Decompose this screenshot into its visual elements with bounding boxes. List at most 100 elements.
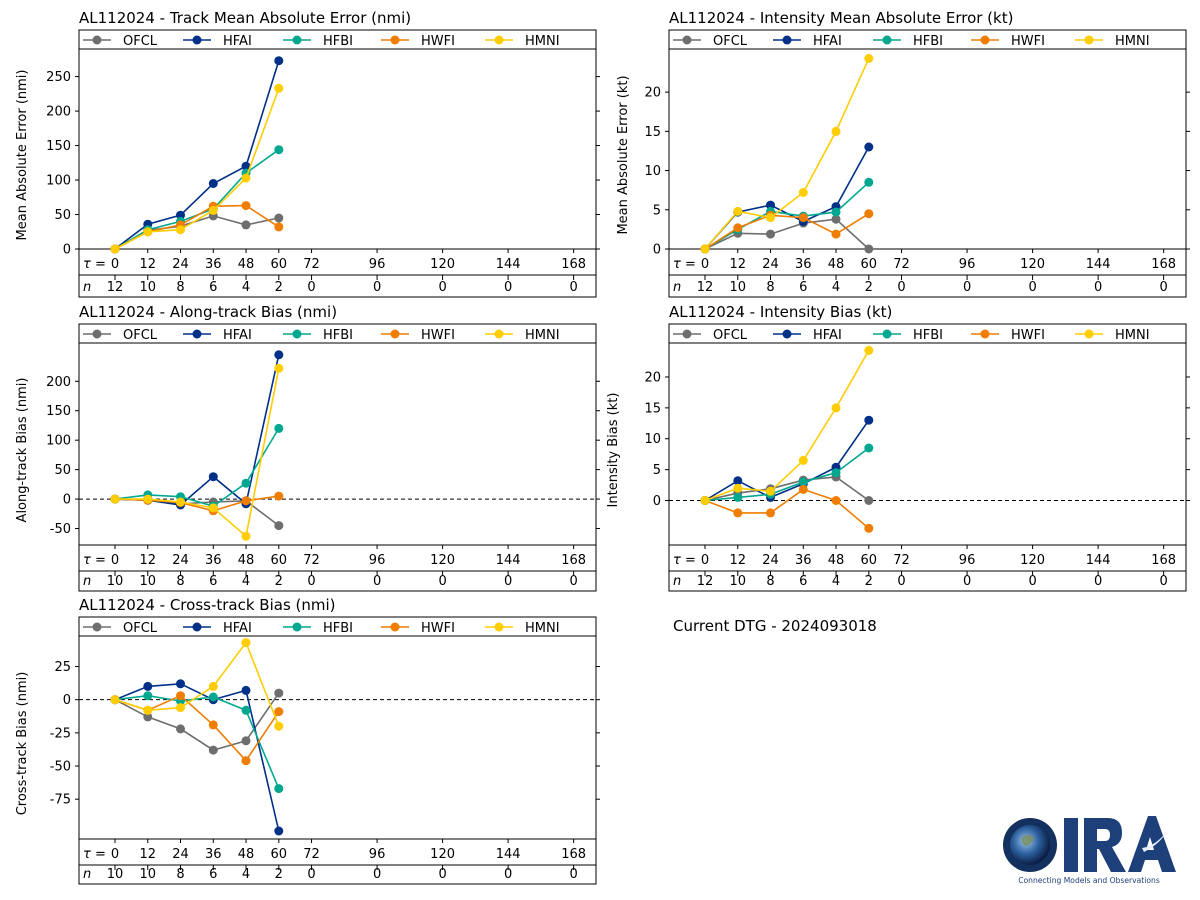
data-point (831, 229, 841, 239)
legend-label: HWFI (421, 328, 455, 343)
legend-swatch-marker (882, 35, 892, 45)
tau-tick-label: 168 (561, 847, 586, 862)
legend-swatch-marker (390, 35, 400, 45)
tau-tick-label: 120 (430, 257, 455, 272)
series-line (114, 204, 280, 250)
tau-tick-label: 168 (1151, 553, 1176, 568)
tau-tick-label: 24 (172, 847, 189, 862)
series-hfai (110, 350, 284, 510)
n-row-label: n (83, 574, 91, 589)
y-tick-label: 0 (63, 693, 71, 708)
data-point (864, 415, 874, 425)
data-point (766, 213, 775, 223)
y-tick-label: 5 (653, 203, 661, 218)
y-tick-label: 20 (644, 370, 661, 385)
tau-tick-label: 36 (795, 553, 812, 568)
y-tick-label: 150 (46, 404, 71, 419)
logo-tagline: Connecting Models and Observations (1018, 876, 1160, 885)
tau-tick-label: 120 (1020, 257, 1045, 272)
data-point (274, 213, 284, 223)
legend-swatch-marker (192, 622, 202, 632)
n-count-label: 2 (865, 574, 873, 589)
data-point (208, 205, 218, 215)
legend-swatch-marker (390, 622, 400, 632)
y-tick-label: 100 (46, 174, 71, 189)
legend-label: HFAI (223, 328, 252, 343)
tau-symbol: τ (83, 257, 91, 272)
tau-tick-label: 168 (1151, 257, 1176, 272)
data-point (766, 486, 775, 496)
tau-tick-label: 96 (959, 553, 976, 568)
legend-label: HWFI (421, 34, 455, 49)
n-count-label: 8 (766, 280, 774, 295)
n-count-label: 0 (1028, 280, 1036, 295)
series-line (114, 692, 280, 751)
tau-tick-label: 120 (430, 847, 455, 862)
y-tick-label: 0 (63, 243, 71, 258)
legend-item-ofcl: OFCL (83, 328, 158, 343)
n-count-label: 12 (697, 280, 714, 295)
data-point (831, 468, 841, 478)
chart-panel-cross-track-bias: AL112024 - Cross-track Bias (nmi) OFCL HFA… (15, 596, 600, 885)
n-count-label: 6 (209, 280, 217, 295)
legend-label: HFBI (323, 34, 353, 49)
series-line (114, 427, 280, 507)
n-count-label: 0 (438, 867, 446, 882)
tau-tick-label: 96 (369, 553, 386, 568)
y-axis-label: Mean Absolute Error (kt) (616, 75, 631, 234)
tau-tick-label: 120 (430, 553, 455, 568)
tau-tick-label: 48 (238, 553, 255, 568)
tau-tick-label: 72 (893, 553, 910, 568)
y-axis-label: Mean Absolute Error (nmi) (15, 70, 30, 241)
tau-tick-label: 96 (959, 257, 976, 272)
data-point (143, 227, 153, 237)
chart-frame (668, 29, 1187, 298)
tau-tick-label: 48 (238, 257, 255, 272)
tau-tick-label: 0 (111, 553, 119, 568)
y-axis-label: Cross-track Bias (nmi) (15, 672, 30, 816)
data-point (143, 712, 153, 722)
tau-tick-label: 12 (729, 553, 746, 568)
n-count-label: 0 (438, 574, 446, 589)
legend-label: HWFI (1011, 34, 1045, 49)
data-point (798, 477, 808, 487)
tau-tick-label: 36 (205, 257, 222, 272)
y-tick-label: 250 (46, 70, 71, 85)
data-point (208, 745, 218, 755)
tau-equals: = (681, 257, 696, 272)
tau-tick-label: 144 (1086, 257, 1111, 272)
data-point (208, 720, 218, 730)
data-point (176, 210, 185, 220)
n-count-label: 0 (1159, 574, 1167, 589)
legend-swatch-marker (682, 329, 692, 339)
n-count-label: 0 (438, 280, 446, 295)
legend-item-hfbi: HFBI (873, 34, 943, 49)
y-tick-label: 0 (653, 494, 661, 509)
y-axis-label: Along-track Bias (nmi) (15, 378, 30, 523)
series-line (115, 368, 280, 538)
legend-label: OFCL (123, 34, 158, 49)
data-point (274, 521, 284, 531)
n-count-label: 4 (832, 574, 840, 589)
y-tick-label: 50 (54, 463, 71, 478)
tau-row-label: τ = (83, 257, 106, 272)
data-point (733, 206, 743, 216)
legend-swatch-marker (782, 329, 792, 339)
tau-tick-label: 72 (303, 257, 320, 272)
n-count-label: 0 (1028, 574, 1036, 589)
n-count-label: 0 (569, 280, 577, 295)
n-count-label: 10 (729, 280, 746, 295)
data-point (241, 220, 251, 230)
data-point (241, 756, 251, 766)
data-point (143, 705, 153, 715)
tau-tick-label: 24 (172, 553, 189, 568)
data-point (864, 523, 874, 533)
tau-tick-label: 24 (762, 553, 779, 568)
data-point (241, 531, 251, 541)
tau-symbol: τ (83, 847, 91, 862)
legend-swatch-marker (494, 35, 504, 45)
data-point (274, 350, 284, 360)
n-row-label: n (673, 280, 681, 295)
legend-swatch-marker (980, 35, 990, 45)
y-tick-label: 0 (63, 493, 71, 508)
